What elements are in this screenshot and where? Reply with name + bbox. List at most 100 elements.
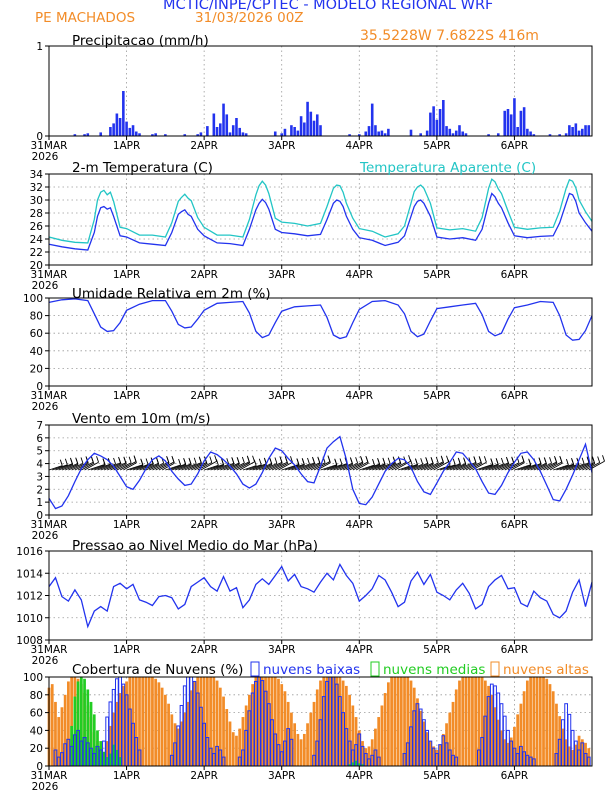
- cloud-bar-nuvens-altas: [163, 694, 167, 766]
- cloud-bar-nuvens-medias: [118, 757, 122, 766]
- precip-year-label: 2026: [32, 151, 59, 163]
- cloud-bar-nuvens-altas: [438, 744, 442, 766]
- wind-barb-feather: [458, 458, 461, 465]
- rh-xtick-label: 1APR: [113, 390, 141, 402]
- cloud-bar-nuvens-altas: [513, 726, 516, 766]
- cloud-bar-nuvens-altas: [419, 710, 423, 766]
- cloud-bar-nuvens-altas: [370, 739, 374, 766]
- wind-barb-feather: [102, 458, 106, 466]
- wind-barb: [200, 460, 217, 471]
- cloud-bar-nuvens-altas: [448, 712, 452, 766]
- temp-apparent-title: Temperatura Aparente (C): [359, 160, 536, 176]
- wind-barb: [498, 462, 514, 471]
- wind-barb-feather: [544, 458, 548, 465]
- cloud-bar-nuvens-altas: [315, 689, 319, 766]
- run-date-label: 31/03/2026 00Z: [195, 10, 304, 26]
- cloud-bar-nuvens-altas: [445, 723, 448, 766]
- rh-xtick-label: 31MAR: [31, 390, 68, 402]
- wind-barb-feather: [209, 456, 213, 463]
- wind-barb-feather: [350, 458, 354, 465]
- precip-bar: [442, 100, 445, 136]
- wind-barb: [249, 463, 267, 471]
- cloud-bar-nuvens-altas: [529, 677, 532, 766]
- cloud-bar-nuvens-altas: [144, 677, 148, 766]
- wind-barb-feather: [113, 457, 116, 465]
- coordinates-label: 35.5228W 7.6822S 416m: [360, 28, 539, 44]
- wind-barb: [443, 463, 461, 471]
- precip-bar: [496, 133, 500, 136]
- wind-barb: [210, 464, 224, 471]
- cloud-bar-nuvens-altas: [63, 694, 67, 766]
- wind-barb: [119, 461, 137, 471]
- wind-barb: [262, 463, 278, 471]
- wind-barb: [268, 463, 283, 471]
- cloud-panel: 0 20 40 60 80 100 31MAR 1APR 2APR 3APR 4APR 5APR 6AP…: [23, 661, 593, 792]
- temp-frame: [48, 173, 593, 266]
- cloud-bar-nuvens-altas: [335, 677, 339, 766]
- precip-bar: [118, 118, 122, 136]
- wind-barb: [426, 461, 444, 471]
- cloud-bar-nuvens-altas: [390, 677, 393, 766]
- precip-bar: [290, 125, 293, 136]
- pres-ytick-label: 1008: [16, 635, 43, 647]
- wind-barb-feather: [409, 459, 413, 466]
- precip-bar: [432, 106, 435, 136]
- precip-bar: [522, 107, 526, 136]
- cloud-bar-nuvens-altas: [50, 684, 54, 766]
- precip-bar: [86, 133, 90, 136]
- cloud-bar-nuvens-altas: [244, 705, 248, 766]
- precip-title: Precipitacao (mm/h): [72, 33, 209, 49]
- legend-label-nuvens-altas: nuvens altas: [503, 662, 589, 678]
- wind-barb-feather: [302, 458, 305, 466]
- cloud-bar-nuvens-medias: [357, 763, 361, 766]
- wind-barb: [226, 463, 240, 471]
- cloud-bar-nuvens-altas: [248, 694, 251, 766]
- precip-bar: [516, 127, 519, 136]
- cloud-xtick-label: 6APR: [501, 770, 529, 782]
- wind-barb-feather: [80, 457, 84, 464]
- cloud-xtick-label: 1APR: [113, 770, 141, 782]
- precip-bar: [380, 130, 384, 136]
- pres-xtick-label: 4APR: [346, 644, 374, 656]
- cloud-bar-nuvens-altas: [131, 677, 135, 766]
- wind-ytick-label: 6: [36, 433, 43, 445]
- precip-bar: [487, 134, 490, 136]
- precip-bar: [513, 98, 516, 136]
- cloud-bar-nuvens-altas: [225, 709, 229, 766]
- rh-ytick-label: 40: [30, 346, 43, 358]
- precip-bar: [212, 113, 216, 136]
- wind-barb: [342, 462, 358, 471]
- cloud-bar-nuvens-altas: [348, 694, 351, 766]
- precip-bar: [112, 123, 115, 136]
- pres-panel: 1008 1010 1012 1014 1016 31MAR 1APR 2APR 3APR 4AP…: [16, 538, 593, 667]
- cloud-bar-nuvens-altas: [170, 714, 174, 766]
- cloud-bar-nuvens-altas: [383, 693, 387, 766]
- cloud-bar-nuvens-altas: [325, 677, 329, 766]
- wind-barb: [449, 463, 466, 471]
- cloud-bar-nuvens-altas: [302, 733, 306, 766]
- cloud-bar-nuvens-altas: [471, 677, 474, 766]
- temp-ytick-label: 28: [30, 208, 43, 220]
- pres-ytick-label: 1012: [16, 591, 43, 603]
- cloud-bar-nuvens-altas: [387, 682, 390, 766]
- cloud-bar-nuvens-medias: [86, 689, 90, 766]
- cloud-bar-nuvens-altas: [480, 677, 484, 766]
- pres-xtick-label: 2APR: [190, 644, 218, 656]
- cloud-bar-nuvens-altas: [412, 687, 416, 766]
- precip-bar: [109, 127, 112, 136]
- wind-barb-feather: [253, 459, 257, 466]
- wind-barb: [233, 461, 250, 471]
- wind-barb: [129, 465, 144, 471]
- wind-barb-feather: [559, 457, 563, 464]
- cloud-bar-nuvens-altas: [260, 677, 264, 766]
- wind-barb-feather: [274, 457, 278, 464]
- precip-bar: [215, 127, 219, 136]
- wind-barb: [326, 464, 343, 471]
- precip-xtick-label: 1APR: [113, 140, 141, 152]
- wind-barb: [58, 464, 73, 471]
- wind-barb: [304, 462, 320, 471]
- cloud-bar-nuvens-altas: [399, 677, 403, 766]
- wind-barb: [323, 465, 338, 471]
- cloud-bar-nuvens-medias: [76, 681, 80, 766]
